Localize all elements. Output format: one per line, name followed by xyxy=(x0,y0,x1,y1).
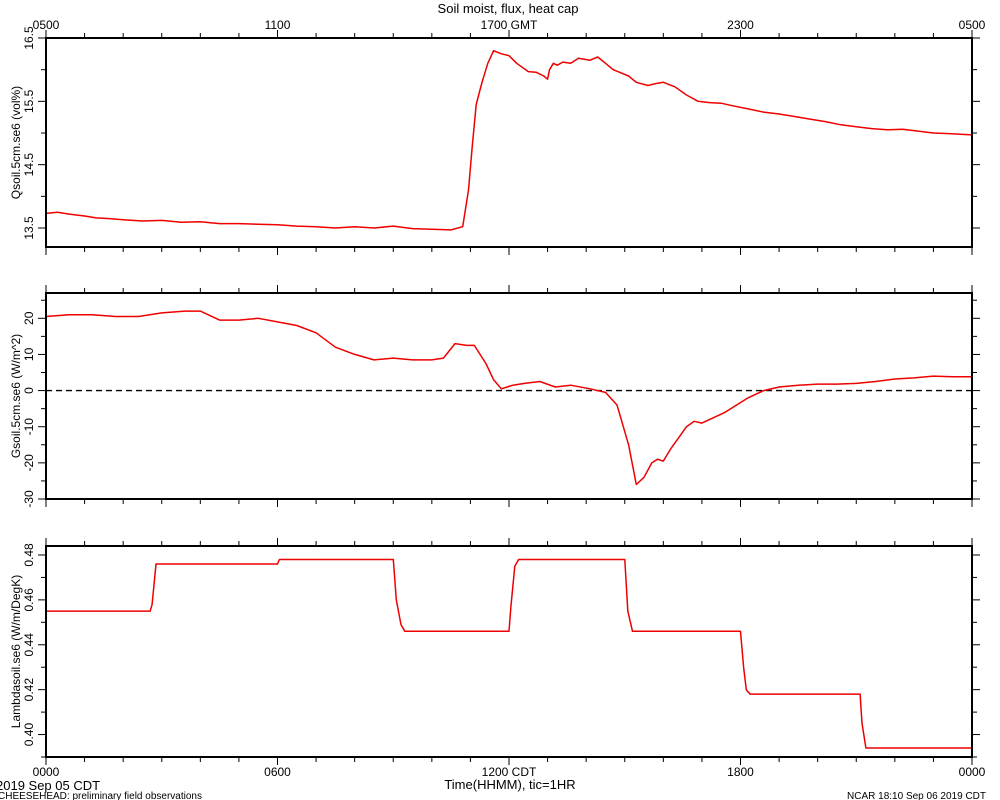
bottom-tick-label: 0000 xyxy=(959,765,986,779)
y-tick-label: -20 xyxy=(22,454,36,472)
bottom-tick-label: 0600 xyxy=(264,765,291,779)
chart-title: Soil moist, flux, heat cap xyxy=(438,1,579,16)
y-tick-label: 0.42 xyxy=(22,678,36,702)
y-tick-label: 0.44 xyxy=(22,633,36,657)
y-tick-label: 0.48 xyxy=(22,543,36,567)
y-tick-label: 10 xyxy=(22,347,36,361)
x-axis-label: Time(HHMM), tic=1HR xyxy=(444,777,575,792)
footer-project: CHEESEHEAD: preliminary field observatio… xyxy=(0,791,202,800)
y-axis-label: Lambdasoil.se6 (W/m/DegK) xyxy=(9,575,23,728)
panel-frame xyxy=(45,292,973,500)
footer-date: 2019 Sep 05 CDT xyxy=(0,778,100,793)
footer-credit: NCAR 18:10 Sep 06 2019 CDT xyxy=(847,791,986,800)
y-tick-label: 13.5 xyxy=(22,216,36,240)
y-axis-label: Gsoil.5cm.se6 (W/m^2) xyxy=(9,334,23,458)
y-tick-label: 16.5 xyxy=(22,26,36,50)
bottom-tick-label: 1200 CDT xyxy=(482,765,537,779)
top-tick-label: 0500 xyxy=(959,18,986,32)
top-tick-label: 2300 xyxy=(727,18,754,32)
y-tick-label: 0.46 xyxy=(22,588,36,612)
top-time-axis: 0500 1100 1700 GMT 2300 0500 xyxy=(33,18,986,32)
top-tick-label: 1100 xyxy=(265,18,291,32)
y-tick-label: 0 xyxy=(22,387,36,394)
top-tick-label: 1700 GMT xyxy=(481,18,538,32)
series-line xyxy=(46,558,972,749)
panel-2: -30 -20 -10 0 10 20 Gsoil.5cm.se6 (W/m^2) xyxy=(9,285,980,508)
panel-3: 0.40 0.42 0.44 0.46 0.48 Lambdasoil.se6 (W/m/… xyxy=(9,538,980,765)
bottom-time-axis: 0000 0600 1200 CDT 1800 0000 xyxy=(33,765,986,779)
y-tick-label: -10 xyxy=(22,418,36,436)
panel-1: 13.5 14.5 15.5 16.5 Qsoil.5cm.se6 (vol%) xyxy=(9,26,980,255)
panel-frame xyxy=(45,545,973,758)
y-tick-label: 15.5 xyxy=(22,89,36,113)
y-tick-label: -30 xyxy=(22,490,36,508)
series-line xyxy=(45,310,972,486)
panel-frame xyxy=(45,37,973,248)
bottom-tick-label: 0000 xyxy=(33,765,60,779)
y-axis-label: Qsoil.5cm.se6 (vol%) xyxy=(9,86,23,199)
bottom-tick-label: 1800 xyxy=(727,765,754,779)
y-tick-label: 14.5 xyxy=(22,153,36,177)
y-tick-label: 20 xyxy=(22,311,36,325)
series-line xyxy=(45,49,973,231)
y-tick-label: 0.40 xyxy=(22,723,36,747)
top-tick-label: 0500 xyxy=(33,18,60,32)
